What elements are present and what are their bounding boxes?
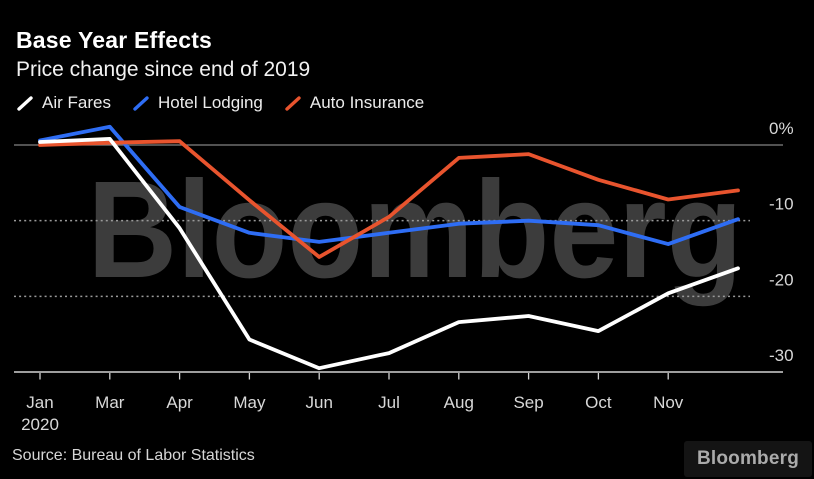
line-sample-icon (285, 95, 301, 111)
legend-label: Air Fares (42, 93, 111, 112)
x-axis-tick-label: Jun (305, 393, 332, 412)
x-axis-year-label: 2020 (21, 415, 59, 434)
x-axis-tick-label: Mar (95, 393, 125, 412)
legend-item-air-fares: Air Fares (17, 93, 111, 113)
x-axis-tick-label: Oct (585, 393, 612, 412)
series-line-auto-insurance (38, 139, 740, 259)
legend-label: Hotel Lodging (157, 93, 263, 112)
bloomberg-logo: Bloomberg (684, 441, 812, 477)
series-line-hotel-lodging (38, 124, 740, 247)
y-axis-tick-label: -30 (769, 346, 794, 365)
legend-item-auto-insurance: Auto Insurance (285, 93, 424, 113)
source-credit: Source: Bureau of Labor Statistics (12, 447, 255, 464)
y-axis-tick-label: -20 (769, 270, 794, 289)
x-axis-tick-label: Sep (513, 393, 543, 412)
line-sample-icon (133, 95, 149, 111)
chart-legend: Air Fares Hotel Lodging Auto Insurance (17, 93, 424, 113)
x-axis-tick-label: Apr (166, 393, 193, 412)
bloomberg-logo-text: Bloomberg (696, 448, 800, 469)
x-axis-tick-label: Jan (26, 393, 53, 412)
y-axis-tick-label: 0% (769, 119, 794, 138)
x-axis-tick-label: Nov (653, 393, 684, 412)
series-line-air-fares (38, 136, 740, 371)
legend-item-hotel-lodging: Hotel Lodging (133, 93, 263, 113)
page-title: Base Year Effects (16, 27, 213, 53)
x-axis-tick-label: May (233, 393, 266, 412)
chart-subtitle: Price change since end of 2019 (16, 58, 311, 81)
legend-label: Auto Insurance (309, 93, 425, 112)
x-axis-tick-label: Aug (444, 393, 474, 412)
x-axis-tick-label: Jul (378, 393, 400, 412)
y-axis-tick-label: -10 (769, 195, 794, 214)
line-sample-icon (17, 95, 33, 111)
